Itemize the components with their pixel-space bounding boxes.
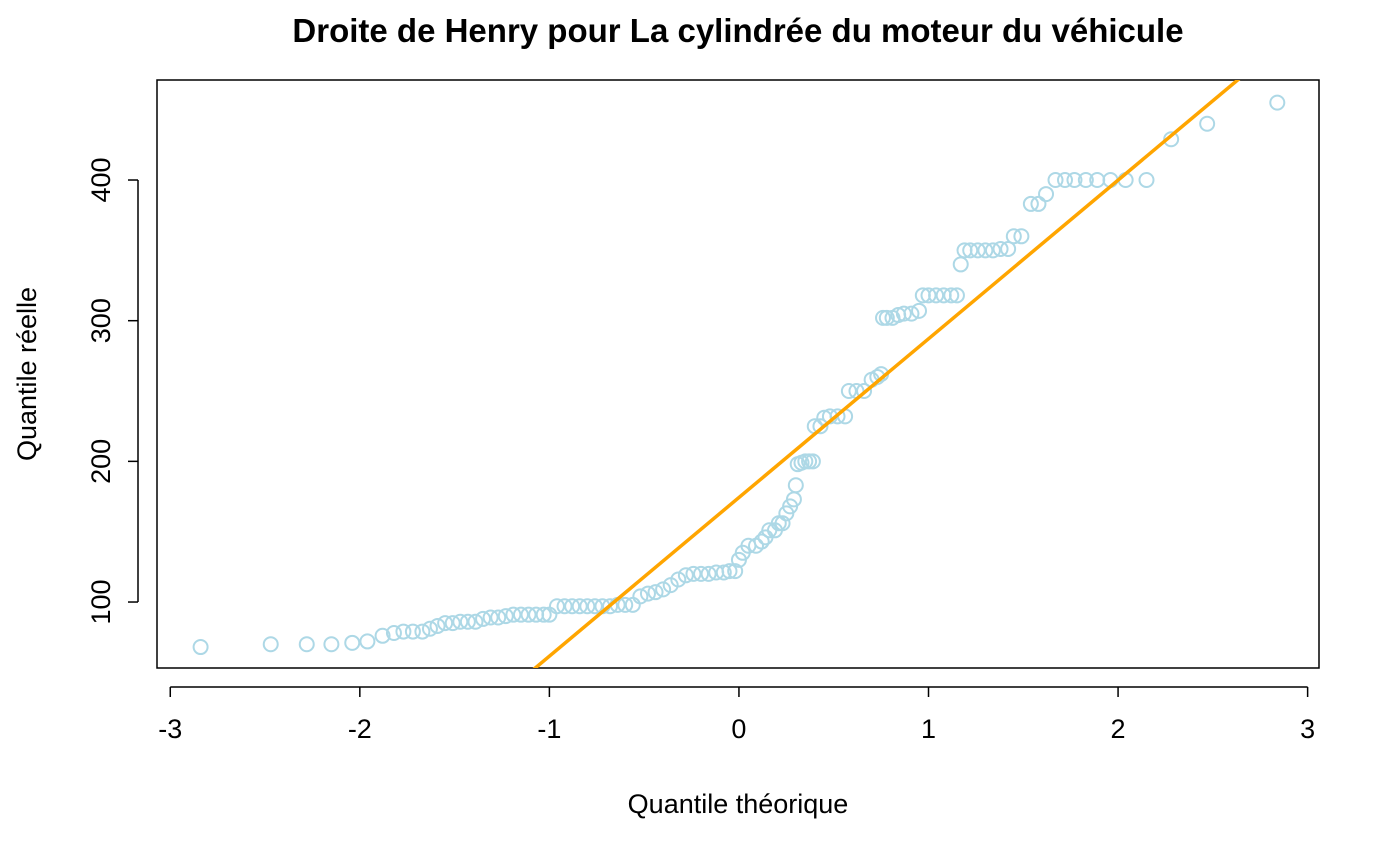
point [262, 636, 279, 653]
point [1013, 228, 1030, 245]
point [617, 596, 634, 613]
point [374, 627, 391, 644]
point [787, 477, 804, 494]
point [721, 563, 738, 580]
point [911, 302, 928, 319]
point [548, 598, 565, 615]
point [895, 305, 912, 322]
point [429, 617, 446, 634]
point [903, 305, 920, 322]
point [670, 571, 687, 588]
point [192, 639, 209, 656]
point [1005, 228, 1022, 245]
point [1030, 195, 1047, 212]
point [693, 565, 710, 582]
point [520, 606, 537, 623]
point [1056, 172, 1073, 189]
point [602, 598, 619, 615]
chart-title: Droite de Henry pour La cylindrée du mot… [292, 12, 1183, 49]
point [639, 585, 656, 602]
y-tick-label: 200 [86, 439, 116, 484]
point [475, 610, 492, 627]
point [1022, 195, 1039, 212]
x-tick-label: 2 [1111, 714, 1126, 744]
y-tick-label: 300 [86, 298, 116, 343]
point [482, 609, 499, 626]
point [829, 408, 846, 425]
point [1163, 131, 1180, 148]
x-tick-label: 0 [731, 714, 746, 744]
plot-area [192, 80, 1286, 668]
point [1066, 172, 1083, 189]
x-tick-label: 1 [921, 714, 936, 744]
point [977, 242, 994, 259]
point [571, 598, 588, 615]
x-tick-label: -1 [537, 714, 561, 744]
point [467, 613, 484, 630]
point [490, 609, 507, 626]
point [385, 624, 402, 641]
point [647, 584, 664, 601]
x-axis-label: Quantile théorique [628, 789, 849, 819]
point [404, 623, 421, 640]
point [920, 287, 937, 304]
point [984, 242, 1001, 259]
point [969, 242, 986, 259]
x-tick-label: 3 [1300, 714, 1315, 744]
point [840, 383, 857, 400]
point [1269, 94, 1286, 111]
point [677, 567, 694, 584]
point [344, 634, 361, 651]
point [952, 256, 969, 273]
y-tick-label: 100 [86, 579, 116, 624]
point [395, 623, 412, 640]
point [579, 598, 596, 615]
point [753, 533, 770, 550]
point [1077, 172, 1094, 189]
x-tick-label: -2 [348, 714, 372, 744]
plot-frame [156, 79, 1320, 669]
point [359, 633, 376, 650]
point [414, 623, 431, 640]
point [685, 565, 702, 582]
point [564, 598, 581, 615]
point [586, 598, 603, 615]
point [505, 606, 522, 623]
point [928, 287, 945, 304]
point [497, 608, 514, 625]
point [444, 615, 461, 632]
point [1138, 172, 1155, 189]
point [298, 636, 315, 653]
point [774, 515, 791, 532]
point [512, 606, 529, 623]
point [856, 383, 873, 400]
point [632, 588, 649, 605]
point [1199, 115, 1216, 132]
point [1038, 186, 1055, 203]
point [962, 242, 979, 259]
point [1047, 172, 1064, 189]
point [323, 636, 340, 653]
point [452, 613, 469, 630]
x-tick-label: -3 [158, 714, 182, 744]
point [948, 287, 965, 304]
point [727, 563, 744, 580]
point [812, 418, 829, 435]
point [421, 620, 438, 637]
y-tick-label: 400 [86, 157, 116, 202]
point [655, 581, 672, 598]
point [535, 606, 552, 623]
point [992, 240, 1009, 257]
point [943, 287, 960, 304]
point [878, 309, 895, 326]
reference-line [532, 80, 1241, 668]
point [556, 598, 573, 615]
y-axis-label: Quantile réelle [12, 287, 42, 461]
point [1000, 240, 1017, 257]
point [804, 453, 821, 470]
point [459, 613, 476, 630]
point [437, 615, 454, 632]
point [700, 565, 717, 582]
